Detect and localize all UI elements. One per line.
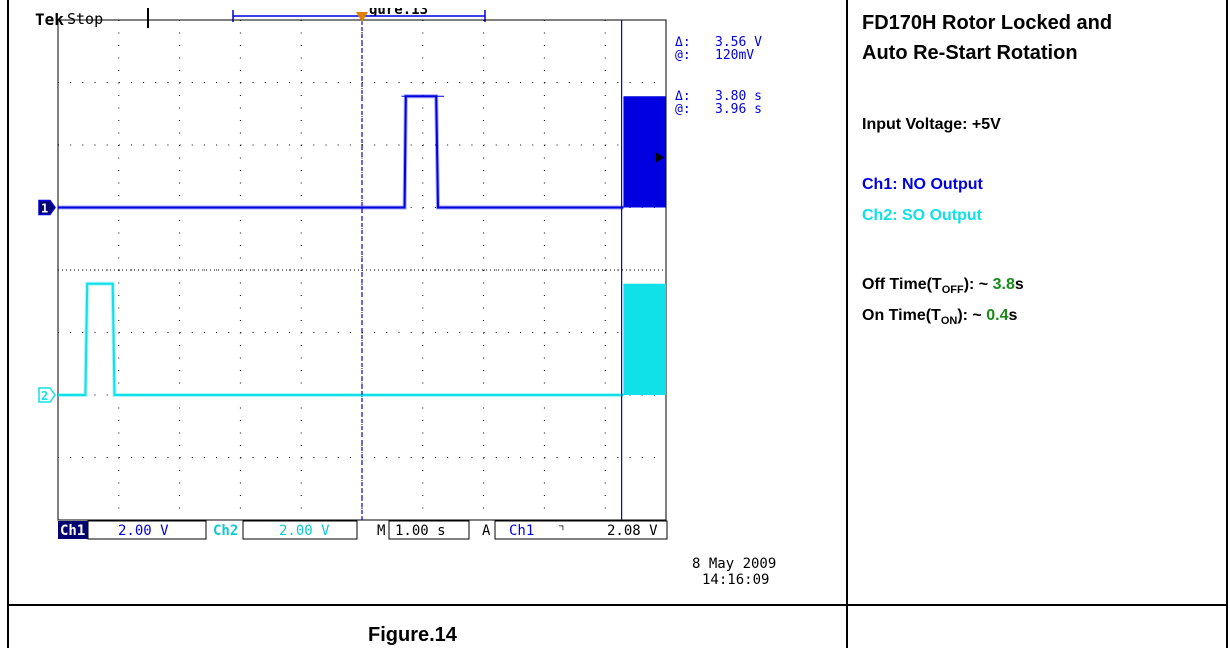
channel-marker-label-2: 2 (41, 389, 48, 403)
trigger-level-icon (656, 152, 664, 163)
top-cutoff-text: gure.13 (369, 8, 428, 18)
off-time-value: 3.8 (992, 276, 1015, 293)
readout-value-3: 3.80 s (715, 89, 762, 104)
header-separator-box (147, 8, 149, 28)
ch2-label: Ch2 (213, 523, 238, 539)
timebase-label: M (377, 523, 385, 539)
on-time-line: On Time(TON): ~ 0.4s (862, 307, 1017, 327)
frame-left-border (7, 0, 9, 648)
ch2-scale: 2.00 V (279, 523, 330, 539)
off-time-mid: ): ~ (963, 276, 993, 293)
frame-row-divider (7, 604, 1228, 606)
channel-marker-label-1: 1 (41, 202, 48, 216)
trace-ch1 (58, 95, 624, 209)
timebase-box (388, 520, 470, 540)
channel-marker-1 (38, 199, 56, 216)
ch2-description: Ch2: SO Output (862, 207, 982, 224)
trace-noise-ch1 (58, 94, 624, 210)
figure-caption: Figure.14 (368, 624, 457, 646)
cursor-readout: Δ: 3.56 V @: 120mV Δ: 3.80 s @: 3.96 s (675, 35, 762, 117)
scope-brand: Tek (35, 10, 64, 29)
panel-title-line2: Auto Re-Start Rotation (862, 42, 1078, 64)
readout-symbol-4: @: (675, 102, 691, 117)
input-voltage-label: Input Voltage: +5V (862, 116, 1001, 133)
off-time-sub: OFF (941, 284, 964, 297)
capture-date: 8 May 2009 (692, 556, 776, 572)
readout-value-1: 3.56 V (715, 35, 762, 50)
readout-value-2: 120mV (715, 48, 754, 63)
frame-middle-divider (846, 0, 848, 648)
trace-noise-ch2 (58, 281, 624, 397)
ch1-label: Ch1 (60, 523, 85, 539)
trigger-box (494, 520, 668, 540)
plot-area: 12 (38, 12, 667, 521)
trigger-level: 2.08 V (607, 523, 658, 539)
trigger-position-icon (356, 12, 368, 22)
trace-ch2 (58, 282, 624, 396)
readout-symbol-1: Δ: (675, 35, 691, 50)
trigger-slope-icon: ⌝ (557, 523, 565, 539)
on-time-prefix: On Time(T (862, 307, 941, 324)
off-time-line: Off Time(TOFF): ~ 3.8s (862, 276, 1024, 296)
on-time-mid: ): ~ (957, 307, 987, 324)
frame-right-border (1226, 0, 1228, 648)
scope-run-state: Stop (67, 10, 103, 28)
on-time-value: 0.4 (986, 307, 1009, 324)
capture-time: 14:16:09 (702, 572, 769, 588)
ch2-scale-box (242, 520, 358, 540)
status-bar: Ch1 2.00 V Ch2 2.00 V M 1.00 s A Ch1 ⌝ 2… (58, 520, 668, 540)
burst-ch2 (623, 283, 666, 395)
off-time-unit: s (1014, 276, 1024, 293)
on-time-unit: s (1008, 307, 1018, 324)
ch1-description: Ch1: NO Output (862, 176, 983, 193)
readout-value-4: 3.96 s (715, 102, 762, 117)
on-time-sub: ON (940, 315, 958, 328)
readout-symbol-2: @: (675, 48, 691, 63)
ch1-scale-box (87, 520, 207, 540)
trigger-source: Ch1 (509, 523, 534, 539)
ch1-label-bg (58, 521, 88, 539)
timebase-scale: 1.00 s (395, 523, 446, 539)
oscilloscope-display: Tek Stop gure.13 12 Δ: 3.56 V @: 120mV Δ… (35, 8, 776, 588)
trigger-label: A (482, 523, 491, 539)
burst-ch1 (623, 96, 666, 208)
ch1-scale: 2.00 V (118, 523, 169, 539)
channel-marker-2 (38, 387, 56, 403)
panel-title-line1: FD170H Rotor Locked and (862, 12, 1113, 34)
readout-symbol-3: Δ: (675, 89, 691, 104)
off-time-prefix: Off Time(T (862, 276, 942, 293)
